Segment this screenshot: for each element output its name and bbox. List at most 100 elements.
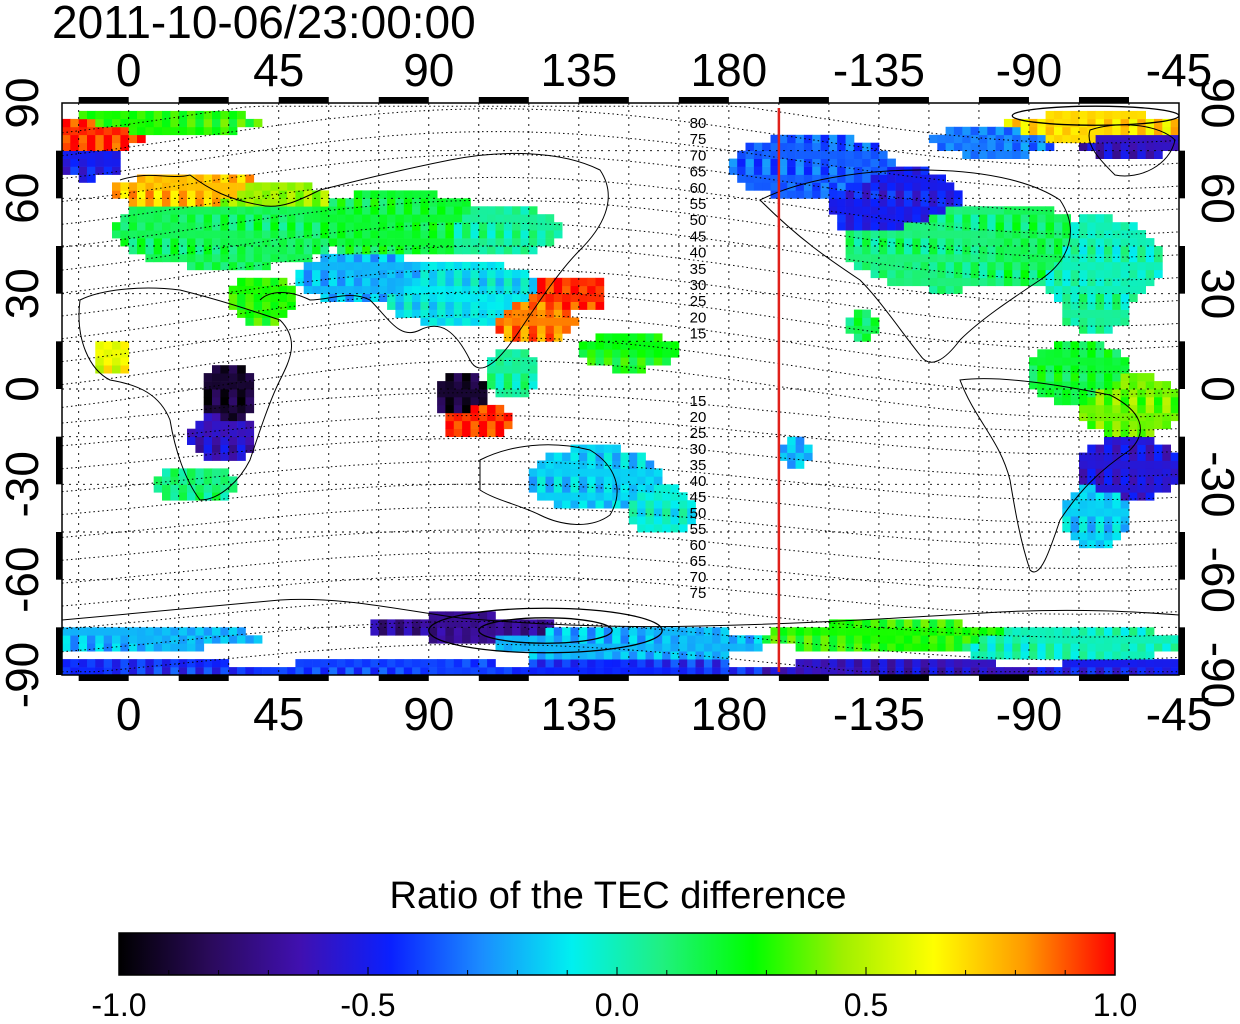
tec-cell (145, 635, 155, 644)
tec-cell (1112, 317, 1121, 326)
tec-cell (203, 222, 213, 231)
bottom-lon-label: -135 (833, 688, 925, 740)
tec-cell (895, 261, 905, 271)
tec-cell (145, 667, 155, 675)
tec-cell (995, 238, 1005, 247)
tec-cell (1170, 667, 1179, 675)
tec-cell (1120, 404, 1130, 414)
tec-cell (395, 214, 405, 223)
tec-cell (795, 142, 805, 151)
tec-cell (512, 285, 521, 294)
tec-cell (1120, 635, 1130, 644)
tec-cell (1095, 444, 1105, 453)
tec-cell (1112, 444, 1121, 453)
tec-cell (703, 659, 713, 668)
tec-cell (1037, 269, 1046, 279)
tec-cell (137, 174, 146, 183)
tec-cell (487, 373, 496, 382)
tec-cell (987, 261, 996, 271)
tec-cell (137, 222, 146, 231)
tec-cell (570, 476, 580, 485)
tec-cell (970, 643, 980, 652)
tec-cell (903, 174, 913, 183)
tec-cell (970, 214, 980, 223)
tec-cell (1120, 222, 1130, 231)
tec-cell (1029, 126, 1038, 136)
tec-cell (453, 238, 463, 247)
tec-cell (395, 261, 405, 271)
tec-cell (237, 396, 246, 406)
tec-cell (212, 214, 221, 223)
tec-cell (570, 277, 580, 287)
tec-cell (120, 667, 130, 675)
tec-cell (437, 317, 446, 326)
tec-cell (495, 206, 505, 215)
tec-cell (670, 667, 680, 675)
tec-cell (645, 643, 655, 652)
tec-cell (87, 635, 96, 644)
tec-cell (378, 222, 388, 231)
contour-label: 40 (690, 473, 707, 490)
tec-cell (362, 190, 371, 199)
contour-label: 15 (690, 326, 707, 343)
tec-cell (303, 238, 313, 247)
tec-cell (1112, 277, 1121, 287)
tec-cell (970, 142, 980, 151)
tec-cell (1079, 126, 1088, 136)
tec-cell (995, 643, 1005, 652)
tec-cell (628, 341, 638, 350)
tec-cell (462, 619, 471, 628)
tec-cell (137, 238, 146, 247)
tec-cell (1012, 134, 1021, 144)
tec-cell (228, 476, 238, 485)
tec-cell (1104, 150, 1113, 159)
tec-cell (545, 452, 555, 461)
tec-cell (903, 222, 913, 231)
tec-cell (720, 651, 730, 660)
tec-cell (153, 174, 163, 183)
frame-tick (378, 97, 429, 103)
tec-cell (1079, 222, 1088, 231)
tec-cell (995, 269, 1005, 279)
tec-cell (395, 659, 405, 668)
tec-cell (420, 293, 430, 302)
tec-cell (812, 174, 821, 183)
tec-cell (1145, 428, 1155, 437)
right-lat-label: -90 (1192, 642, 1240, 708)
tec-cell (220, 365, 230, 374)
tec-cell (945, 635, 955, 644)
tec-cell (528, 357, 538, 366)
tec-cell (78, 174, 88, 183)
tec-cell (412, 269, 421, 279)
tec-cell (95, 635, 104, 644)
tec-cell (203, 381, 213, 390)
tec-cell (1120, 134, 1130, 144)
tec-cell (353, 198, 363, 207)
tec-cell (1020, 253, 1030, 263)
tec-cell (1170, 396, 1179, 406)
tec-cell (562, 468, 571, 477)
tec-cell (120, 182, 130, 191)
tec-cell (1003, 269, 1013, 279)
tec-cell (1129, 373, 1138, 382)
tec-cell (78, 643, 88, 652)
tec-cell (762, 667, 771, 675)
tec-cell (687, 627, 696, 636)
tec-cell (837, 166, 846, 175)
tec-cell (695, 635, 705, 644)
tec-cell (337, 277, 346, 287)
tec-cell (270, 301, 280, 310)
tec-cell (887, 222, 896, 231)
tec-cell (895, 206, 905, 215)
tec-cell (412, 627, 421, 636)
tec-cell (995, 142, 1005, 151)
bottom-lon-label: 180 (690, 688, 767, 740)
tec-cell (162, 246, 171, 255)
tec-cell (653, 627, 663, 636)
tec-cell (228, 230, 238, 239)
tec-cell (195, 222, 205, 231)
tec-cell (220, 253, 230, 263)
tec-cell (612, 667, 621, 675)
tec-cell (1162, 460, 1171, 469)
tec-cell (878, 667, 888, 675)
